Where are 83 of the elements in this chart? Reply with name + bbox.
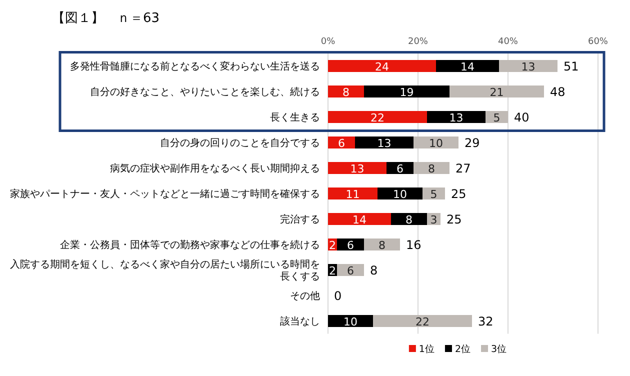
legend-label: 1位 (418, 343, 435, 355)
data-label: 6 (338, 137, 345, 150)
bar (414, 136, 458, 148)
data-label: 10 (344, 316, 358, 328)
total-label: 40 (514, 110, 530, 124)
legend-label: 3位 (491, 343, 508, 355)
data-label: 8 (428, 162, 435, 176)
y-tick-label: 自分の好きなこと、やりたいことを楽しむ、続ける (90, 86, 320, 98)
bar (337, 264, 364, 276)
total-label: 29 (464, 136, 480, 150)
total-label: 51 (564, 60, 579, 74)
y-tick-label: 入院する期間を短くし、なるべく家や自分の居たい場所にいる時間を長くする (10, 258, 320, 282)
bar (364, 238, 400, 250)
total-label: 16 (406, 238, 422, 252)
data-label: 14 (352, 214, 366, 226)
bar (328, 136, 355, 148)
data-label: 24 (375, 60, 389, 74)
data-label: 5 (430, 188, 438, 201)
data-label: 10 (393, 188, 407, 201)
y-tick-label: 自分の身の回りのことを自分でする (160, 137, 320, 149)
bar (378, 188, 422, 200)
bar (373, 315, 472, 327)
bar (364, 86, 450, 98)
bar (391, 213, 427, 225)
bar (328, 86, 364, 98)
bar (386, 162, 414, 174)
bar (436, 60, 499, 72)
text: 【図１】 ｎ＝63 (52, 11, 160, 26)
x-tick-label: 20% (408, 37, 428, 47)
y-tick-label: 病気の症状や副作用をなるべく長い期間抑える (110, 162, 320, 174)
x-tick-label: 60% (588, 37, 608, 47)
data-label: 13 (377, 137, 392, 150)
bar (337, 238, 364, 250)
data-label: 13 (521, 60, 536, 74)
data-label: 3 (430, 214, 438, 226)
total-label: 25 (451, 187, 466, 201)
data-label: 22 (416, 316, 430, 328)
total-label: 48 (550, 85, 566, 99)
data-label: 6 (396, 162, 404, 176)
data-label: 11 (346, 188, 360, 201)
total-label: 8 (370, 264, 378, 278)
bar (328, 111, 427, 123)
y-tick-label: 長く生きる (270, 112, 320, 124)
data-label: 6 (347, 239, 354, 252)
bar (328, 213, 391, 225)
y-tick-label: 家族やパートナー・友人・ペットなどと一緒に過ごす時間を確保する (10, 188, 320, 200)
total-label: 27 (456, 162, 471, 176)
data-label: 10 (429, 137, 443, 150)
data-label: 8 (342, 86, 350, 99)
legend-label: 2位 (454, 343, 472, 355)
x-tick-label: 40% (498, 37, 518, 47)
y-tick-label: 該当なし (280, 316, 320, 328)
total-label: 0 (334, 289, 342, 303)
bar (355, 136, 414, 148)
bar (328, 162, 386, 174)
data-label: 2 (329, 239, 336, 252)
data-label: 21 (490, 86, 504, 99)
total-label: 32 (478, 314, 494, 328)
total-label: 25 (446, 212, 462, 226)
x-tick-label: 0% (320, 37, 336, 47)
y-tick-label: 企業・公務員・団体等での勤務や家事などの仕事を続ける (60, 239, 320, 251)
bar (486, 111, 508, 123)
bar (328, 60, 436, 72)
data-label: 14 (460, 60, 474, 74)
data-label: 2 (329, 264, 336, 278)
data-label: 8 (406, 214, 412, 226)
bar (414, 162, 450, 174)
y-tick-label: その他 (290, 290, 320, 302)
data-label: 22 (370, 112, 384, 124)
data-label: 8 (378, 239, 386, 252)
data-label: 6 (347, 264, 354, 278)
data-label: 13 (449, 112, 464, 124)
bar (499, 60, 558, 72)
bar (328, 315, 373, 327)
y-tick-label: 完治する (280, 214, 320, 226)
bar (427, 111, 486, 123)
bar (328, 188, 378, 200)
data-label: 19 (400, 86, 414, 99)
bar (422, 188, 445, 200)
bar (450, 86, 544, 98)
y-tick-label: 多発性骨髄腫になる前となるべく変わらない生活を送る (70, 60, 320, 72)
data-label: 13 (350, 162, 364, 176)
data-label: 5 (493, 112, 500, 124)
